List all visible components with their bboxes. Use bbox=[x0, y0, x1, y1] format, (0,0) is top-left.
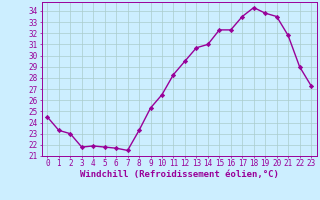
X-axis label: Windchill (Refroidissement éolien,°C): Windchill (Refroidissement éolien,°C) bbox=[80, 170, 279, 179]
